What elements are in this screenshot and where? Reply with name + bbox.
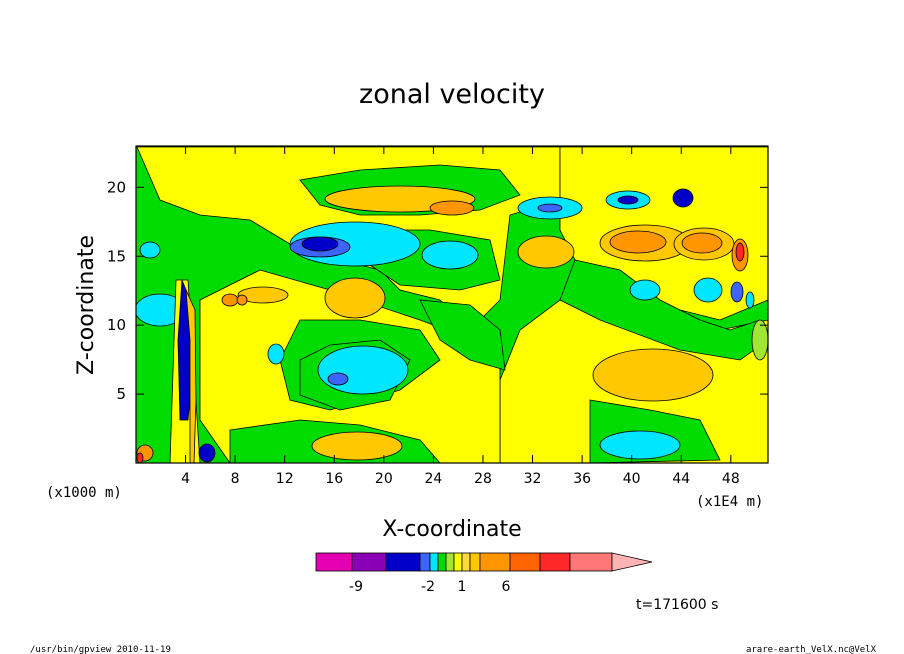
footer-left: /usr/bin/gpview 2010-11-19: [30, 645, 171, 654]
colorbar-swatch-3: [419, 552, 431, 572]
x-tick-label-2: 12: [276, 471, 294, 487]
contour-region-34: [617, 195, 639, 205]
colorbar-swatch-2: [385, 552, 421, 572]
contour-region-30: [327, 372, 349, 386]
contour-field: [136, 146, 768, 463]
y-axis-unit: (x1000 m): [46, 485, 122, 501]
contour-region-13: [429, 200, 475, 216]
colorbar-tick-label-3: 6: [502, 579, 511, 595]
x-axis-label: X-coordinate: [382, 517, 521, 542]
x-tick-label-1: 8: [231, 471, 240, 487]
colorbar-swatch-5: [437, 552, 447, 572]
footer-right: arare-earth_VelX.nc@VelX: [746, 645, 877, 654]
contour-region-16: [592, 348, 714, 402]
contour-region-41: [730, 281, 744, 303]
contour-region-28: [421, 240, 479, 270]
x-tick-label-6: 28: [474, 471, 492, 487]
contour-region-36: [629, 279, 661, 301]
plot-frame: [135, 145, 769, 464]
y-tick-label-0: 5: [116, 385, 126, 403]
contour-region-50: [221, 293, 239, 307]
x-tick-label-11: 48: [722, 471, 740, 487]
y-axis-label: Z-coordinate: [74, 235, 99, 375]
colorbar-tick-label-0: -9: [349, 579, 363, 595]
colorbar-swatch-13: [569, 552, 613, 572]
colorbar: -9 -2 1 6: [315, 552, 653, 595]
y-axis-ticks: 5 10 15 20: [107, 178, 768, 403]
contour-region-4: [419, 299, 506, 371]
contour-region-18: [609, 230, 667, 254]
contour-region-20: [681, 232, 723, 254]
contour-region-52: [751, 319, 768, 361]
colorbar-swatch-0: [315, 552, 353, 572]
colorbar-swatch-8: [461, 552, 471, 572]
contour-region-38: [599, 430, 681, 460]
colorbar-swatch-1: [351, 552, 387, 572]
contour-region-32: [537, 203, 563, 213]
colorbar-extend-arrow: [611, 552, 653, 572]
x-axis-ticks: 4 8 12 16 20 24 28 32 36 40 44 48: [181, 146, 740, 487]
x-tick-label-5: 24: [424, 471, 442, 487]
time-label: t=171600 s: [636, 597, 718, 613]
x-tick-label-10: 44: [672, 471, 690, 487]
x-tick-label-7: 32: [524, 471, 542, 487]
contour-region-15: [517, 235, 575, 269]
chart-title: zonal velocity: [359, 79, 545, 110]
colorbar-swatch-7: [453, 552, 463, 572]
contour-region-37: [693, 277, 723, 303]
x-axis-unit: (x1E4 m): [696, 494, 763, 510]
contour-region-49: [136, 452, 144, 463]
contour-region-24: [735, 242, 745, 262]
y-tick-label-2: 15: [107, 247, 126, 265]
x-tick-label-4: 20: [375, 471, 393, 487]
contour-region-43: [139, 241, 161, 259]
y-tick-label-3: 20: [107, 178, 126, 196]
colorbar-swatch-6: [445, 552, 455, 572]
y-tick-label-1: 10: [107, 316, 126, 334]
contour-region-14: [324, 277, 386, 319]
contour-region-40: [267, 343, 285, 365]
x-tick-label-3: 16: [325, 471, 343, 487]
contour-region-22: [237, 286, 289, 304]
contour-region-35: [672, 188, 694, 208]
contour-region-47: [198, 443, 216, 463]
x-tick-label-8: 36: [573, 471, 591, 487]
colorbar-swatch-11: [509, 552, 541, 572]
contour-region-29: [317, 345, 409, 395]
colorbar-swatch-10: [479, 552, 511, 572]
contour-region-51: [236, 294, 248, 306]
colorbar-swatch-4: [429, 552, 439, 572]
x-tick-label-0: 4: [181, 471, 190, 487]
colorbar-swatch-12: [539, 552, 571, 572]
contour-region-27: [301, 236, 339, 252]
colorbar-swatch-9: [469, 552, 481, 572]
colorbar-tick-label-1: -2: [421, 579, 435, 595]
colorbar-tick-label-2: 1: [458, 579, 467, 595]
contour-region-42: [745, 291, 755, 309]
contour-region-21: [311, 431, 403, 461]
x-tick-label-9: 40: [623, 471, 641, 487]
contour-region-46: [185, 289, 197, 463]
